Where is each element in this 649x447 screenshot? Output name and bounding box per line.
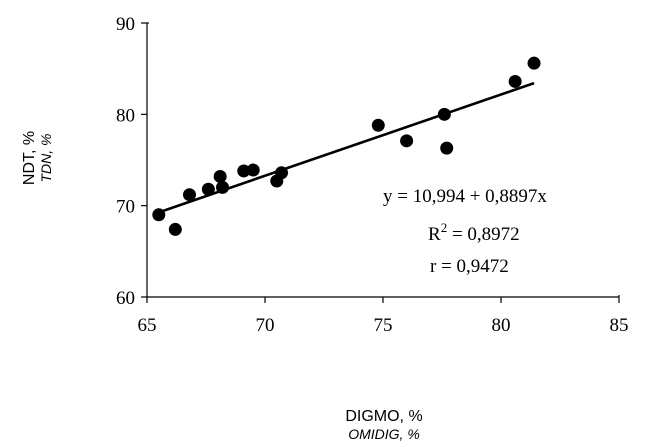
y-axis-label-alt: TDN, %	[38, 134, 54, 183]
data-point	[213, 169, 227, 183]
r-squared-value: = 0,8972	[447, 224, 519, 245]
y-tick-label: 60	[116, 288, 135, 309]
x-tick-label: 85	[610, 315, 629, 336]
data-point	[237, 164, 251, 178]
r-squared-label: R2 = 0,8972	[428, 220, 520, 245]
data-point	[371, 118, 385, 132]
y-tick-label: 80	[116, 105, 135, 126]
data-points	[152, 56, 541, 236]
data-point	[440, 141, 454, 155]
data-point	[201, 182, 215, 196]
y-axis-label: NDT, %	[21, 131, 38, 185]
x-tick-label: 80	[492, 315, 511, 336]
y-tick-label: 70	[116, 197, 135, 218]
r-squared-superscript: 2	[441, 220, 448, 235]
x-axis-title: DIGMO, % OMIDIG, %	[345, 408, 422, 442]
trendline	[158, 81, 535, 214]
x-axis-label: DIGMO, %	[345, 408, 422, 425]
x-tick-label: 75	[374, 315, 393, 336]
data-point	[527, 56, 541, 70]
data-point	[508, 74, 522, 88]
r-label: r = 0,9472	[430, 256, 509, 277]
data-point	[246, 163, 260, 177]
tick-group: 65 70 75 80 85 60 70 80 90	[116, 14, 629, 336]
x-axis-label-alt: OMIDIG, %	[348, 426, 420, 442]
data-point	[168, 222, 182, 236]
r-squared-prefix: R	[428, 224, 441, 245]
x-tick-label: 70	[256, 315, 275, 336]
data-point	[182, 188, 196, 202]
y-tick-label: 90	[116, 14, 135, 35]
equation-label: y = 10,994 + 0,8897x	[383, 186, 547, 207]
data-point	[400, 134, 414, 148]
regression-annotations: y = 10,994 + 0,8897x R2 = 0,8972 r = 0,9…	[383, 186, 547, 277]
axes	[146, 22, 620, 298]
y-axis-title: NDT, % TDN, %	[21, 131, 54, 185]
x-tick-label: 65	[138, 315, 157, 336]
